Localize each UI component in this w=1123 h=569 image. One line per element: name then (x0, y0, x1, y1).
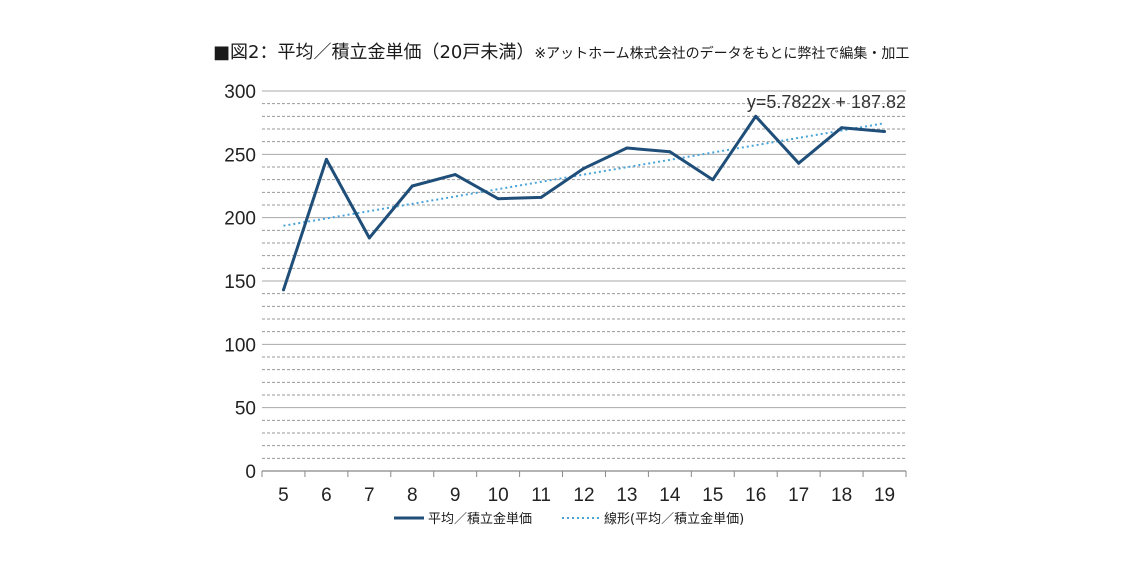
data-point (625, 146, 629, 150)
x-tick-label: 13 (616, 485, 637, 506)
data-point (410, 184, 414, 188)
x-tick-label: 19 (874, 485, 895, 506)
y-tick-label: 250 (224, 145, 256, 166)
x-tick-label: 12 (573, 485, 594, 506)
trendline (283, 122, 885, 227)
x-tick-label: 10 (488, 485, 509, 506)
chart-title-note: ※アットホーム株式会社のデータをもとに弊社で編集・加工 (534, 46, 910, 62)
x-tick-label: 15 (702, 485, 723, 506)
data-point (453, 173, 457, 177)
data-point (754, 114, 758, 118)
legend-label-series: 平均／積立金単価 (428, 511, 532, 527)
chart-title: ■図2：平均／積立金単価（20戸未満）※アットホーム株式会社のデータをもとに弊社… (213, 38, 909, 64)
x-tick-label: 8 (407, 485, 418, 506)
data-point (668, 150, 672, 154)
y-tick-label: 300 (224, 82, 256, 103)
data-point (539, 195, 543, 199)
y-tick-label: 200 (224, 209, 256, 230)
x-tick-label: 11 (531, 485, 551, 506)
trendline-equation: y=5.7822x + 187.82 (747, 92, 906, 112)
x-tick-label: 5 (278, 485, 289, 506)
data-point (281, 288, 285, 292)
x-tick-label: 7 (364, 485, 375, 506)
data-point (840, 126, 844, 130)
data-point (711, 178, 715, 182)
data-point (883, 130, 887, 134)
x-tick-label: 14 (659, 485, 681, 506)
x-tick-label: 18 (831, 485, 852, 506)
data-point (582, 166, 586, 170)
y-tick-label: 100 (224, 335, 256, 356)
x-tick-label: 6 (321, 485, 332, 506)
series-line (282, 114, 885, 291)
x-tick-label: 17 (788, 485, 809, 506)
data-point (797, 161, 801, 165)
x-tick-label: 16 (745, 485, 766, 506)
y-tick-label: 50 (235, 399, 256, 420)
chart-title-main: ■図2：平均／積立金単価（20戸未満） (213, 42, 535, 63)
x-tick-label: 9 (450, 485, 461, 506)
data-point (367, 236, 371, 240)
data-point (496, 197, 500, 201)
y-tick-label: 0 (245, 462, 256, 483)
data-point (324, 157, 328, 161)
legend-label-trendline: 線形(平均／積立金単価) (604, 511, 744, 527)
y-tick-label: 150 (224, 272, 256, 293)
